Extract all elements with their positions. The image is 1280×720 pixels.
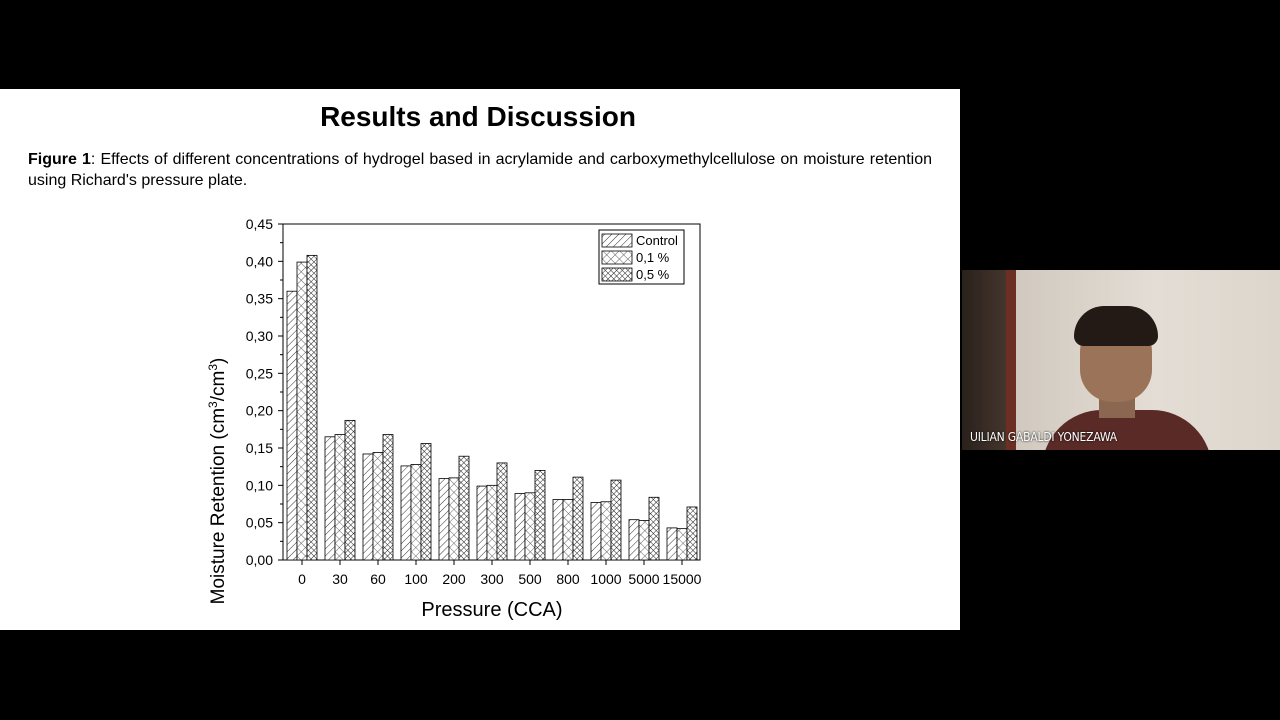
participant-video[interactable]: UILIAN GABALDI YONEZAWA: [962, 270, 1280, 450]
bar: [534, 469, 546, 561]
bar: [438, 478, 450, 561]
y-tick-label: 0,05: [246, 515, 273, 531]
bar: [600, 501, 612, 561]
x-tick-label: 60: [370, 571, 386, 587]
video-doorframe: [1006, 270, 1016, 450]
x-tick-label: 15000: [663, 571, 702, 587]
bar: [410, 464, 422, 561]
x-tick-label: 300: [480, 571, 504, 587]
legend-label: 0,1 %: [636, 250, 670, 265]
legend-label: Control: [636, 233, 678, 248]
legend-swatch: [601, 267, 633, 282]
legend-label: 0,5 %: [636, 267, 670, 282]
bar: [666, 527, 678, 561]
caption-label: Figure 1: [28, 151, 91, 168]
bar: [524, 492, 536, 561]
bar: [420, 443, 432, 561]
legend-swatch: [601, 233, 633, 248]
bar: [458, 455, 470, 561]
x-axis-label: Pressure (CCA): [421, 599, 562, 621]
bar: [296, 261, 308, 561]
y-tick-label: 0,20: [246, 403, 273, 419]
slide-title: Results and Discussion: [320, 101, 636, 132]
y-tick-label: 0,00: [246, 552, 273, 568]
bar: [306, 254, 318, 561]
bar: [324, 436, 336, 561]
bar: [476, 485, 488, 561]
x-tick-label: 200: [442, 571, 466, 587]
bar: [372, 452, 384, 561]
y-tick-label: 0,15: [246, 440, 273, 456]
participant-name: UILIAN GABALDI YONEZAWA: [970, 430, 1117, 444]
x-tick-label: 5000: [628, 571, 659, 587]
x-tick-label: 500: [518, 571, 542, 587]
presentation-slide: Results and Discussion Figure 1: Effects…: [0, 89, 960, 630]
bar: [514, 493, 526, 561]
y-tick-label: 0,10: [246, 477, 273, 493]
bar: [610, 479, 622, 561]
bar: [334, 434, 346, 561]
bar: [486, 484, 498, 561]
bar: [572, 476, 584, 561]
bar: [676, 528, 688, 561]
x-tick-label: 800: [556, 571, 580, 587]
figure-caption: Figure 1: Effects of different concentra…: [28, 149, 932, 191]
y-tick-label: 0,35: [246, 291, 273, 307]
bar: [638, 520, 650, 561]
bar: [552, 499, 564, 561]
y-axis-label: Moisture Retention (cm3/cm3): [206, 358, 229, 605]
x-tick-label: 0: [298, 571, 306, 587]
bar: [562, 499, 574, 561]
y-tick-label: 0,40: [246, 253, 273, 269]
x-tick-label: 30: [332, 571, 348, 587]
bar: [448, 477, 460, 561]
caption-text: : Effects of different concentrations of…: [28, 151, 933, 189]
bar: [648, 496, 660, 561]
bar: [286, 290, 298, 561]
bar: [686, 506, 698, 561]
y-tick-label: 0,30: [246, 328, 273, 344]
bar: [496, 462, 508, 561]
participant-hair: [1074, 306, 1158, 346]
bar: [344, 419, 356, 561]
bar: [590, 502, 602, 561]
bar: [628, 519, 640, 561]
x-tick-label: 1000: [590, 571, 621, 587]
moisture-retention-chart: 0,00 0,05 0,10 0,15 0,20 0,25 0,30 0,35 0,40 0,45…: [206, 216, 702, 621]
bar: [362, 453, 374, 561]
y-tick-label: 0,25: [246, 365, 273, 381]
bar: [400, 465, 412, 561]
x-tick-label: 100: [404, 571, 428, 587]
legend-swatch: [601, 250, 633, 265]
bar: [382, 434, 394, 561]
y-tick-label: 0,45: [246, 216, 273, 232]
